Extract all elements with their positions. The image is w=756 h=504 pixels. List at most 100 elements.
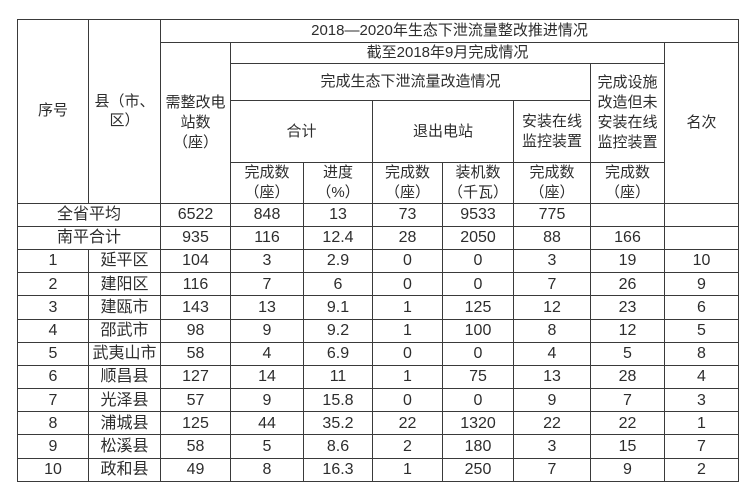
row-value: 0: [442, 341, 514, 366]
row-value: 104: [160, 248, 231, 274]
row-value: 7: [513, 457, 591, 483]
row-seq: 8: [17, 411, 89, 436]
subheader-total-done: 完成数 （座）: [230, 162, 304, 204]
row-value: 73: [372, 202, 443, 227]
header-seq: 序号: [17, 19, 89, 204]
row-seq: 3: [17, 295, 89, 320]
header-row-groups: 合计 退出电站 安装在线 监控装置: [18, 100, 739, 163]
row-value: 49: [160, 457, 231, 483]
row-seq: 2: [17, 272, 89, 297]
table-body: 全省平均 6522 848 13 73 9533 775 南平合计 935 116 12.4 28 20…: [17, 202, 739, 483]
table-row: 南平合计 935 116 12.4 28 2050 88 166: [17, 225, 739, 250]
table-row: 全省平均 6522 848 13 73 9533 775: [17, 202, 739, 227]
row-value: 13: [513, 364, 591, 390]
row-value: 5: [590, 341, 665, 366]
row-value: 0: [442, 272, 514, 297]
row-value: 9.2: [303, 318, 373, 343]
row-value: 0: [372, 248, 443, 274]
row-label: 建瓯市: [88, 295, 161, 320]
table-row: 5 武夷山市 58 4 6.9 0 0 4 5 8: [17, 341, 739, 366]
row-value: 8: [513, 318, 591, 343]
row-value: 9: [230, 388, 304, 413]
row-value: 58: [160, 434, 231, 459]
row-value: 116: [160, 272, 231, 297]
row-value: 2: [664, 457, 739, 483]
row-value: 775: [513, 202, 591, 227]
row-value: 35.2: [303, 411, 373, 436]
row-value: 22: [590, 411, 665, 436]
row-label: 浦城县: [88, 411, 161, 436]
row-value: 28: [372, 225, 443, 250]
row-value: 6: [303, 272, 373, 297]
row-label: 武夷山市: [88, 341, 161, 366]
row-value: 10: [664, 248, 739, 274]
row-value: 166: [590, 225, 665, 250]
row-value: 3: [513, 248, 591, 274]
header-as-of: 截至2018年9月完成情况: [230, 42, 665, 64]
row-value: 9: [664, 272, 739, 297]
table-row: 4 邵武市 98 9 9.2 1 100 8 12 5: [17, 318, 739, 343]
header-flow-retrofit-group: 完成生态下泄流量改造情况: [230, 63, 591, 101]
row-label: 邵武市: [88, 318, 161, 343]
row-value: 28: [590, 364, 665, 390]
row-label: 光泽县: [88, 388, 161, 413]
table-row: 2 建阳区 116 7 6 0 0 7 26 9: [17, 272, 739, 297]
row-value: 75: [442, 364, 514, 390]
row-value: 11: [303, 364, 373, 390]
row-value: 26: [590, 272, 665, 297]
row-value: 7: [664, 434, 739, 459]
row-value: 58: [160, 341, 231, 366]
row-value: 6522: [160, 202, 231, 227]
row-value: 2.9: [303, 248, 373, 274]
subheader-facility-done: 完成数 （座）: [590, 162, 665, 204]
row-value: 250: [442, 457, 514, 483]
row-value: 2: [372, 434, 443, 459]
row-value: 2050: [442, 225, 514, 250]
header-exit-station-group: 退出电站: [372, 100, 514, 163]
row-value: 180: [442, 434, 514, 459]
row-value: 9533: [442, 202, 514, 227]
row-label: 顺昌县: [88, 364, 161, 390]
row-seq: 5: [17, 341, 89, 366]
header-need-rectify: 需整改电 站数 （座）: [160, 42, 231, 204]
header-total-group: 合计: [230, 100, 373, 163]
row-value: 125: [442, 295, 514, 320]
row-value: 127: [160, 364, 231, 390]
row-seq: 6: [17, 364, 89, 390]
row-value: 3: [513, 434, 591, 459]
header-rank: 名次: [664, 42, 739, 204]
row-value: 4: [230, 341, 304, 366]
header-online-monitor-group: 安装在线 监控装置: [513, 100, 591, 163]
row-value: 14: [230, 364, 304, 390]
table-row: 10 政和县 49 8 16.3 1 250 7 9 2: [17, 457, 739, 483]
row-value: 15: [590, 434, 665, 459]
row-value: 13: [303, 202, 373, 227]
row-value: 848: [230, 202, 304, 227]
row-value: 22: [513, 411, 591, 436]
row-label: 延平区: [88, 248, 161, 274]
row-seq: 9: [17, 434, 89, 459]
row-value: [590, 202, 665, 227]
row-value: 4: [513, 341, 591, 366]
row-value: 9: [590, 457, 665, 483]
row-value: 9: [513, 388, 591, 413]
row-value: 7: [513, 272, 591, 297]
row-value: 143: [160, 295, 231, 320]
row-value: 1320: [442, 411, 514, 436]
row-seq: 7: [17, 388, 89, 413]
table-row: 3 建瓯市 143 13 9.1 1 125 12 23 6: [17, 295, 739, 320]
row-value: 6: [664, 295, 739, 320]
row-label: 松溪县: [88, 434, 161, 459]
row-value: 0: [442, 388, 514, 413]
header-row-flow-group: 完成生态下泄流量改造情况 完成设施 改造但未 安装在线 监控装置: [18, 63, 739, 163]
subheader-exit-capacity: 装机数 （千瓦）: [442, 162, 514, 204]
row-seq: 4: [17, 318, 89, 343]
subheader-exit-done: 完成数 （座）: [372, 162, 443, 204]
table-row: 7 光泽县 57 9 15.8 0 0 9 7 3: [17, 388, 739, 413]
row-value: 8: [664, 341, 739, 366]
row-value: 6.9: [303, 341, 373, 366]
row-value: 0: [442, 248, 514, 274]
header-row-sub: 完成数 （座） 进度 （%） 完成数 （座） 装机数 （千瓦） 完成数 （座） …: [18, 162, 739, 204]
table-row: 8 浦城县 125 44 35.2 22 1320 22 22 1: [17, 411, 739, 436]
